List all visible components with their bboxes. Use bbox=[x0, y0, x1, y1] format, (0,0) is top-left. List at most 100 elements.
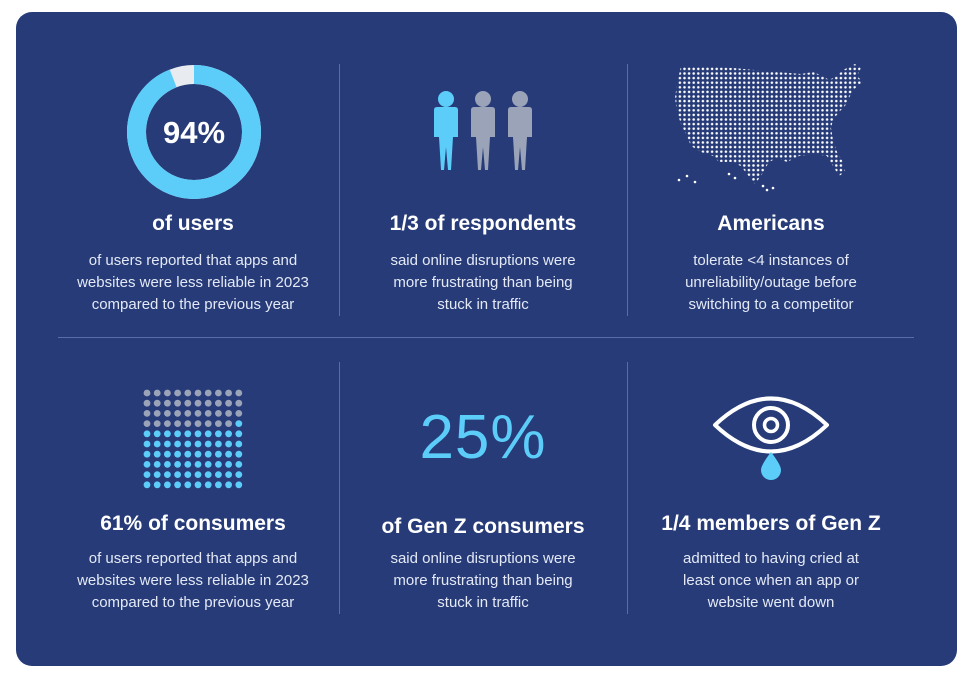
dot-highlighted bbox=[164, 461, 171, 468]
stat-americans: Americans tolerate <4 instances of unrel… bbox=[628, 12, 914, 332]
desc-line: website went down bbox=[707, 594, 835, 611]
stat-heading: 1/4 members of Gen Z bbox=[661, 512, 881, 535]
dot-highlighted bbox=[194, 450, 202, 458]
dot-highlighted bbox=[235, 471, 243, 478]
dot-highlighted bbox=[184, 461, 192, 468]
desc-line: more frustrating than being bbox=[393, 572, 573, 589]
dot-highlighted bbox=[194, 471, 202, 478]
dot-highlighted bbox=[215, 471, 222, 478]
dot-highlighted bbox=[143, 440, 151, 448]
dot-highlighted bbox=[184, 430, 192, 438]
us-map-icon bbox=[675, 64, 863, 192]
dot-highlighted bbox=[153, 440, 161, 448]
dot-highlighted bbox=[164, 450, 171, 458]
dot-highlighted bbox=[174, 430, 181, 438]
dot-highlighted bbox=[225, 481, 232, 489]
dot-highlighted bbox=[143, 461, 151, 468]
stat-description: of users reported that apps and websites… bbox=[50, 250, 336, 316]
dot-highlighted bbox=[194, 461, 202, 468]
desc-line: of users reported that apps and bbox=[88, 252, 298, 269]
dot-highlighted bbox=[225, 471, 232, 478]
dot bbox=[204, 399, 212, 407]
dot bbox=[194, 410, 202, 417]
desc-line: of users reported that apps and bbox=[88, 550, 298, 567]
dot-highlighted bbox=[204, 440, 212, 448]
dot bbox=[174, 410, 181, 417]
dot bbox=[143, 420, 151, 427]
eye-outline bbox=[713, 396, 829, 454]
dot-highlighted bbox=[215, 450, 222, 458]
dot-highlighted bbox=[225, 440, 232, 448]
dot-highlighted bbox=[164, 430, 171, 438]
dot-highlighted bbox=[215, 430, 222, 438]
dot-highlighted bbox=[174, 471, 181, 478]
dot bbox=[164, 399, 171, 407]
stat-users-reliability: 94% of users of users reported that apps… bbox=[50, 12, 336, 332]
dot bbox=[204, 410, 212, 417]
dot-highlighted bbox=[204, 430, 212, 438]
dot bbox=[204, 389, 212, 397]
dot-highlighted bbox=[204, 481, 212, 489]
desc-line: admitted to having cried at bbox=[683, 550, 859, 567]
dot-highlighted bbox=[235, 430, 243, 438]
dot bbox=[225, 410, 232, 417]
dot-highlighted bbox=[164, 471, 171, 478]
us-map-shape bbox=[675, 64, 863, 184]
dot-highlighted bbox=[194, 430, 202, 438]
donut-label: 94% bbox=[163, 115, 225, 150]
dot-highlighted bbox=[153, 461, 161, 468]
dot-highlighted bbox=[164, 440, 171, 448]
desc-line: more frustrating than being bbox=[393, 274, 573, 291]
dot-highlighted bbox=[153, 481, 161, 489]
dot bbox=[164, 389, 171, 397]
dot bbox=[194, 389, 202, 397]
dot bbox=[143, 399, 151, 407]
stat-respondents: 1/3 of respondents said online disruptio… bbox=[340, 12, 626, 332]
desc-line: unreliability/outage before bbox=[685, 274, 857, 291]
stat-heading: 61% of consumers bbox=[100, 512, 286, 535]
divider-vertical-bottom-2 bbox=[627, 362, 628, 614]
dot-highlighted bbox=[143, 481, 151, 489]
stat-description: said online disruptions were more frustr… bbox=[340, 250, 626, 316]
dot bbox=[174, 389, 181, 397]
desc-line: least once when an app or bbox=[683, 572, 859, 589]
dot-highlighted bbox=[174, 450, 181, 458]
dot bbox=[235, 389, 243, 397]
dot-highlighted bbox=[184, 450, 192, 458]
desc-line: compared to the previous year bbox=[91, 296, 295, 313]
divider-horizontal bbox=[58, 337, 914, 338]
divider-vertical-top-2 bbox=[627, 64, 628, 316]
desc-line: websites were less reliable in 2023 bbox=[77, 572, 309, 589]
dot bbox=[184, 410, 192, 417]
dot bbox=[215, 410, 222, 417]
dot-highlighted bbox=[235, 461, 243, 468]
crying-eye-icon bbox=[713, 396, 829, 480]
dot-highlighted bbox=[194, 481, 202, 489]
map-scattered-dots bbox=[677, 172, 775, 192]
dot bbox=[194, 420, 202, 427]
dot-highlighted bbox=[174, 481, 181, 489]
dot bbox=[153, 399, 161, 407]
dot bbox=[143, 410, 151, 417]
dot-highlighted bbox=[204, 471, 212, 478]
dot-highlighted bbox=[235, 481, 243, 489]
infographic-card: 94% of users of users reported that apps… bbox=[16, 12, 957, 666]
dot bbox=[184, 399, 192, 407]
dot-highlighted bbox=[143, 471, 151, 478]
dot-highlighted bbox=[225, 430, 232, 438]
dot-highlighted bbox=[153, 471, 161, 478]
dot bbox=[164, 420, 171, 427]
dot bbox=[153, 420, 161, 427]
tear-drop bbox=[761, 452, 781, 480]
desc-line: compared to the previous year bbox=[91, 594, 295, 611]
dot bbox=[153, 389, 161, 397]
stat-heading: Americans bbox=[717, 212, 825, 235]
person-icon-highlighted bbox=[434, 91, 458, 170]
dot bbox=[174, 399, 181, 407]
desc-line: said online disruptions were bbox=[390, 550, 576, 567]
dot-highlighted bbox=[153, 430, 161, 438]
dot-highlighted bbox=[143, 430, 151, 438]
dot bbox=[225, 420, 232, 427]
dot bbox=[153, 410, 161, 417]
stat-description: of users reported that apps and websites… bbox=[50, 548, 336, 614]
